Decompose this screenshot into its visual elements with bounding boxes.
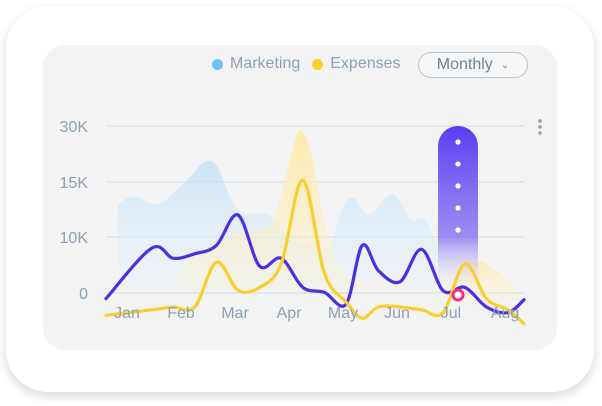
highlight-dot — [455, 139, 461, 145]
legend-dot-marketing — [212, 58, 223, 70]
legend-dot-expenses — [312, 58, 324, 70]
x-axis-labels: Jan Feb Mar Apr May Jun Jul Aug — [114, 305, 519, 322]
y-tick-label: 10K — [60, 230, 89, 247]
x-tick-label: Mar — [221, 305, 249, 322]
y-axis-ticks: 30K 15K 10K 0 — [60, 119, 89, 303]
x-tick-label: Jun — [384, 305, 410, 322]
expenses-line — [104, 178, 526, 326]
highlight-dots — [455, 139, 461, 233]
y-tick-label: 0 — [79, 286, 88, 303]
y-tick-label: 30K — [60, 119, 89, 136]
legend: Marketing Expenses — [212, 55, 413, 73]
x-tick-label: May — [328, 305, 358, 322]
highlight-dot — [455, 227, 461, 233]
highlight-dot — [455, 183, 461, 189]
x-tick-label: Jul — [441, 305, 461, 322]
legend-label-expenses: Expenses — [330, 55, 401, 72]
legend-item-marketing[interactable]: Marketing — [212, 55, 300, 73]
more-vertical-icon[interactable] — [538, 119, 542, 135]
marketing-line — [104, 213, 526, 315]
x-tick-label: Jan — [114, 305, 140, 322]
highlight-bar-jul — [438, 126, 478, 296]
x-tick-label: Aug — [491, 305, 519, 322]
period-dropdown[interactable]: Monthly ⌄ — [418, 52, 528, 78]
y-tick-label: 15K — [60, 175, 89, 192]
highlight-marker[interactable] — [451, 288, 465, 302]
expenses-background-area — [170, 130, 440, 290]
x-tick-label: Apr — [277, 305, 303, 322]
x-tick-label: Feb — [167, 305, 195, 322]
chevron-down-icon: ⌄ — [500, 59, 510, 71]
legend-label-marketing: Marketing — [230, 55, 301, 72]
highlight-dot — [455, 205, 461, 211]
period-dropdown-label: Monthly — [436, 56, 493, 73]
legend-item-expenses[interactable]: Expenses — [312, 55, 401, 73]
highlight-dot — [455, 161, 461, 167]
